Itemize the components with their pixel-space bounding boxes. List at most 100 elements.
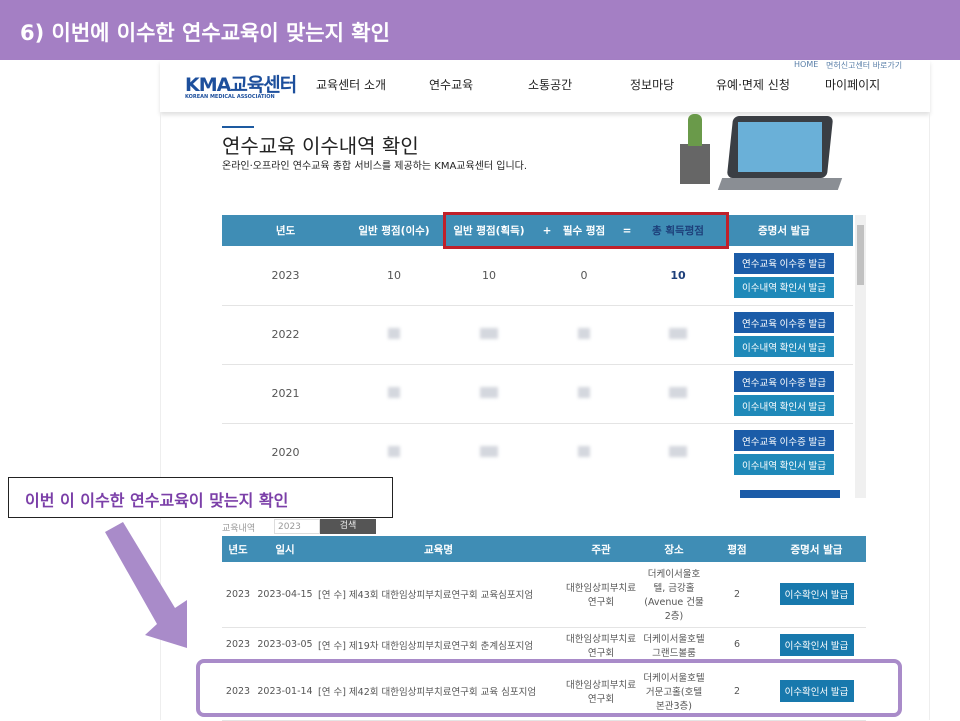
- laptop-illustration: [680, 114, 843, 194]
- issue-certificate-button[interactable]: 연수교육 이수증 발급: [734, 371, 834, 392]
- title-accent: [222, 126, 254, 128]
- nav-mypage[interactable]: 마이페이지: [825, 78, 881, 92]
- organizer: 대한임상피부치료연구회: [561, 627, 641, 663]
- year: 2023: [222, 246, 349, 306]
- organizer: 대한임상피부치료연구회: [561, 562, 641, 628]
- nav-info[interactable]: 정보마당: [630, 78, 675, 92]
- detail-row: 2023 2023-04-15 [연 수] 제43회 대한임상피부치료연구회 교육심…: [222, 562, 866, 628]
- purple-highlight-box: [196, 659, 902, 717]
- nav-community[interactable]: 소통공간: [528, 78, 573, 92]
- year: 2020: [222, 423, 349, 483]
- blurred-value: [388, 386, 400, 398]
- filter-bar: 교육내역 2023 검색: [222, 519, 382, 534]
- date: 2023-01-14: [254, 662, 316, 721]
- year: 2023: [222, 562, 254, 628]
- blurred-value: [669, 327, 687, 339]
- scrollbar[interactable]: [855, 215, 866, 498]
- nav-training[interactable]: 연수교육: [429, 78, 474, 92]
- site-header: KMA교육센터 KOREAN MEDICAL ASSOCIATION HOME 면…: [160, 60, 930, 112]
- logo-text: KMA교육센터: [185, 74, 297, 96]
- red-highlight-box: [443, 212, 729, 249]
- col-certificate: 증명서 발급: [767, 536, 866, 562]
- blurred-value: [480, 327, 498, 339]
- year: 2023: [222, 627, 254, 663]
- place: 더케이서울호텔, 금강홀(Avenue 건물 2층): [641, 562, 707, 628]
- blurred-value: [578, 386, 590, 398]
- home-link[interactable]: HOME: [794, 60, 819, 69]
- issue-confirmation-button[interactable]: 이수확인서 발급: [779, 680, 854, 702]
- search-button[interactable]: 검색: [320, 519, 376, 534]
- kma-logo[interactable]: KMA교육센터 KOREAN MEDICAL ASSOCIATION: [185, 70, 297, 100]
- summary-row: 2023 10 10 0 10 연수교육 이수증 발급 이수내역 확인서 발급: [222, 246, 853, 306]
- score: 6: [707, 627, 767, 663]
- place: 더케이서울호텔 그랜드볼룸: [641, 627, 707, 663]
- score: 2: [707, 662, 767, 721]
- detail-header-row: 년도 일시 교육명 주관 장소 평점 증명서 발급: [222, 536, 866, 562]
- arrow-icon: [105, 522, 187, 648]
- detail-row: 2023 2023-03-05 [연 수] 제19차 대한임상피부치료연구회 춘계심…: [222, 627, 866, 663]
- blurred-value: [669, 445, 687, 457]
- col-organizer: 주관: [561, 536, 641, 562]
- course-name: [연 수] 제19차 대한임상피부치료연구회 춘계심포지엄: [316, 627, 561, 663]
- blurred-value: [578, 445, 590, 457]
- page-title: 연수교육 이수내역 확인: [222, 134, 419, 158]
- content-area: [160, 112, 930, 720]
- total: 10: [641, 246, 715, 306]
- col-certificate: 증명서 발급: [715, 215, 853, 246]
- col-year: 년도: [222, 215, 349, 246]
- col-score: 평점: [707, 536, 767, 562]
- nav-about[interactable]: 교육센터 소개: [316, 78, 387, 92]
- issue-confirmation-button[interactable]: 이수내역 확인서 발급: [734, 276, 834, 298]
- plus-sign: +: [539, 215, 555, 246]
- summary-header-row: 년도 일반 평점(이수) 일반 평점(획득) + 필수 평점 = 총 획득평점 …: [222, 215, 853, 246]
- license-center-link[interactable]: 면허신고센터 바로가기: [826, 61, 903, 70]
- issue-certificate-button[interactable]: 연수교육 이수증 발급: [734, 312, 834, 333]
- general-earned: 10: [439, 246, 539, 306]
- col-year: 년도: [222, 536, 254, 562]
- year: 2021: [222, 364, 349, 424]
- date: 2023-03-05: [254, 627, 316, 663]
- blurred-value: [480, 386, 498, 398]
- general-done: 10: [349, 246, 439, 306]
- col-total: 총 획득평점: [641, 215, 715, 246]
- equals-sign: =: [613, 215, 641, 246]
- required: 0: [555, 246, 613, 306]
- nav-exemption[interactable]: 유예·면제 신청: [716, 78, 790, 92]
- col-course: 교육명: [316, 536, 561, 562]
- year: 2022: [222, 305, 349, 365]
- issue-certificate-button[interactable]: 연수교육 이수증 발급: [734, 252, 834, 274]
- col-place: 장소: [641, 536, 707, 562]
- detail-table: 년도 일시 교육명 주관 장소 평점 증명서 발급 2023 2023-04-15…: [222, 536, 866, 721]
- issue-confirmation-button[interactable]: 이수확인서 발급: [779, 583, 854, 606]
- blurred-value: [480, 445, 498, 457]
- issue-confirmation-button[interactable]: 이수내역 확인서 발급: [734, 395, 834, 416]
- callout-box: 이번 이 이수한 연수교육이 맞는지 확인: [8, 477, 393, 518]
- page-subtitle: 온라인·오프라인 연수교육 종합 서비스를 제공하는 KMA교육센터 입니다.: [222, 161, 528, 172]
- logo-subtext: KOREAN MEDICAL ASSOCIATION: [185, 94, 275, 100]
- blurred-value: [388, 327, 400, 339]
- year-select[interactable]: 2023: [274, 519, 320, 534]
- course-name: [연 수] 제43회 대한임상피부치료연구회 교육심포지엄: [316, 562, 561, 628]
- blurred-value: [388, 445, 400, 457]
- issue-confirmation-button[interactable]: 이수내역 확인서 발급: [734, 454, 834, 475]
- blurred-value: [578, 327, 590, 339]
- organizer: 대한임상피부치료연구회: [561, 662, 641, 721]
- blurred-value: [669, 386, 687, 398]
- col-general-earned: 일반 평점(획득): [439, 215, 539, 246]
- summary-table: 년도 일반 평점(이수) 일반 평점(획득) + 필수 평점 = 총 획득평점 …: [222, 215, 853, 483]
- col-required: 필수 평점: [555, 215, 613, 246]
- issue-confirmation-button[interactable]: 이수확인서 발급: [779, 633, 854, 656]
- course-name: [연 수] 제42회 대한임상피부치료연구회 교육 심포지엄: [316, 662, 561, 721]
- issue-confirmation-button[interactable]: 이수내역 확인서 발급: [734, 336, 834, 357]
- issue-certificate-button[interactable]: 연수교육 이수증 발급: [734, 430, 834, 451]
- slide-title: 6) 이번에 이수한 연수교육이 맞는지 확인: [0, 0, 960, 60]
- detail-row: 2023 2023-01-14 [연 수] 제42회 대한임상피부치료연구회 교육 …: [222, 662, 866, 721]
- filter-label: 교육내역: [222, 524, 256, 534]
- date: 2023-04-15: [254, 562, 316, 628]
- col-general-done: 일반 평점(이수): [349, 215, 439, 246]
- score: 2: [707, 562, 767, 628]
- col-date: 일시: [254, 536, 316, 562]
